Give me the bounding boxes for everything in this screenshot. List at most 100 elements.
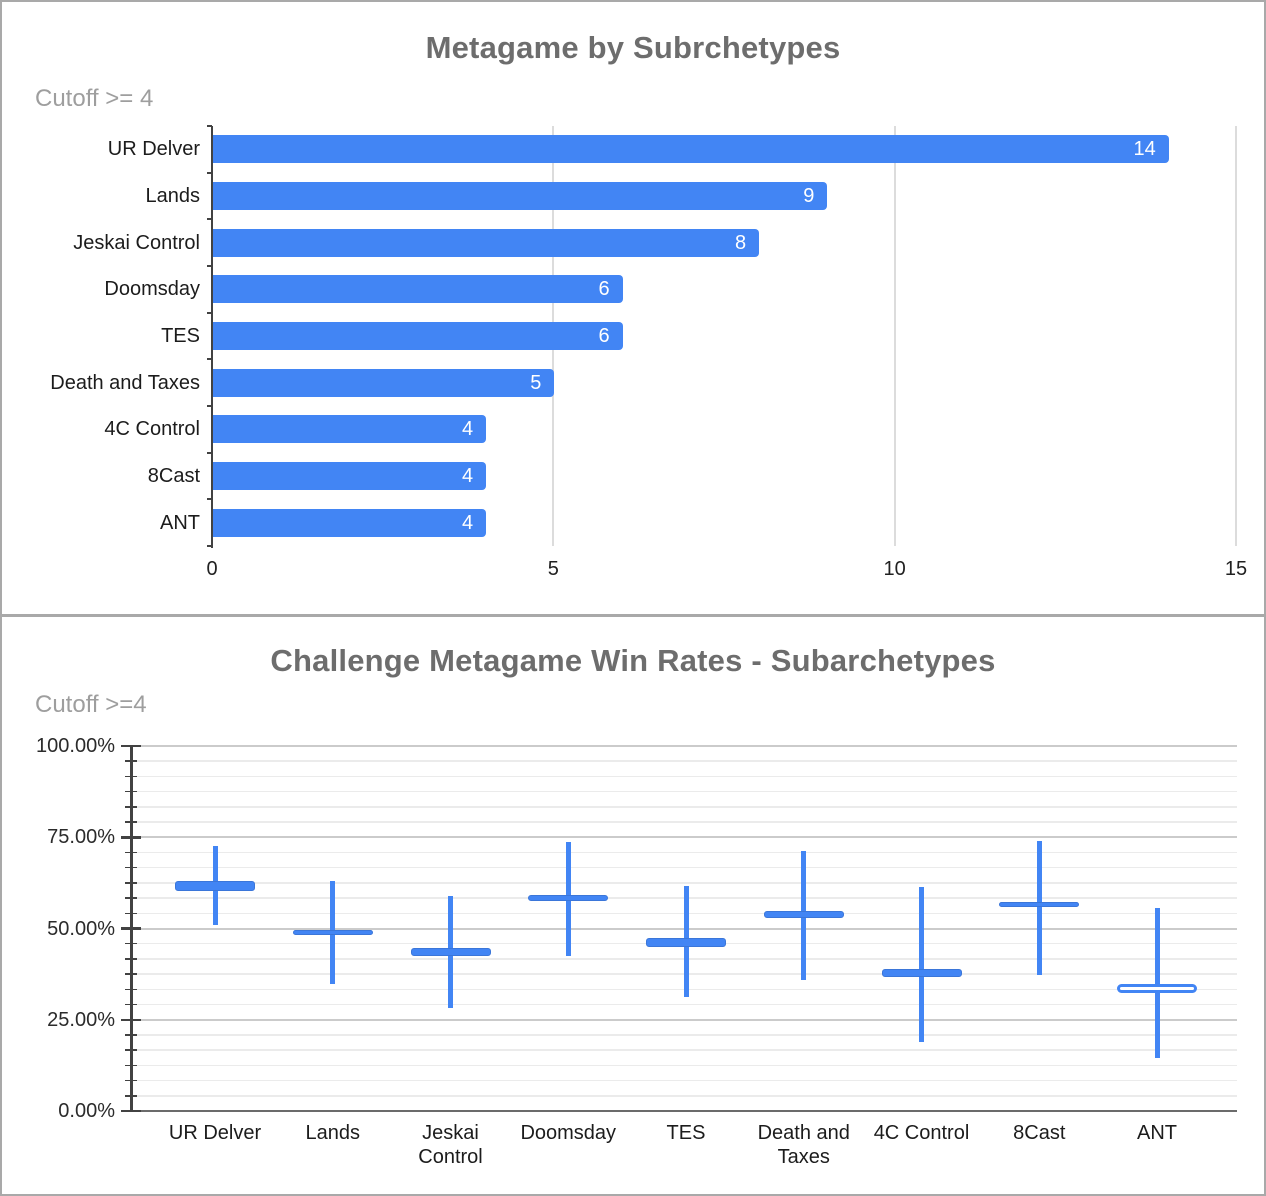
y-minor-tick xyxy=(125,790,137,793)
y-minor-tick xyxy=(125,912,137,915)
candlestick-chart-title: Challenge Metagame Win Rates - Subarchet… xyxy=(270,643,996,678)
gridline-major xyxy=(131,1018,1237,1021)
gridline-minor xyxy=(131,882,1237,884)
bar[interactable] xyxy=(213,228,760,257)
bar-value-label: 6 xyxy=(598,278,610,301)
candle-category-label: Lands xyxy=(305,1122,361,1144)
y-minor-tick xyxy=(125,821,137,823)
bar-chart-subtitle: Cutoff >= 4 xyxy=(35,85,154,112)
candle-box-solid[interactable] xyxy=(881,969,962,977)
y-major-tick xyxy=(121,927,141,930)
candle-box-solid[interactable] xyxy=(410,948,491,957)
x-axis-tick-label: 0 xyxy=(206,558,218,580)
candle-category-label: UR Delver xyxy=(168,1122,262,1144)
y-minor-tick xyxy=(125,760,137,762)
gridline-minor xyxy=(131,866,1237,869)
bar-value-label: 9 xyxy=(803,185,815,207)
category-boundary-tick xyxy=(207,218,212,221)
y-minor-tick xyxy=(125,988,137,991)
y-minor-tick xyxy=(125,1049,137,1051)
y-minor-tick xyxy=(125,1079,137,1082)
candle-category-label: TES xyxy=(666,1122,706,1144)
y-minor-tick xyxy=(125,806,137,808)
bar-value-label: 4 xyxy=(461,511,474,534)
candle-box-solid[interactable] xyxy=(999,901,1080,907)
bar-value-label: 5 xyxy=(530,371,542,394)
y-major-tick xyxy=(121,836,141,839)
bar-value-label: 4 xyxy=(461,418,474,441)
gridline-minor xyxy=(131,1034,1237,1036)
y-major-tick xyxy=(121,1018,141,1021)
bar-category-label: 4C Control xyxy=(104,418,200,441)
bar[interactable] xyxy=(213,135,1169,164)
candle-box-solid[interactable] xyxy=(292,930,373,936)
category-boundary-tick xyxy=(207,125,212,127)
x-axis-tick-label: 15 xyxy=(1224,558,1248,580)
candle-whisker[interactable] xyxy=(1036,841,1042,976)
category-boundary-tick xyxy=(207,265,212,267)
candle-category-label: Jeskai Control xyxy=(418,1122,483,1168)
y-minor-tick xyxy=(125,973,137,975)
y-major-tick xyxy=(121,1109,141,1113)
bar-category-label: Doomsday xyxy=(104,278,200,301)
gridline-minor xyxy=(131,1049,1237,1051)
candle-category-label: 8Cast xyxy=(1013,1122,1066,1144)
candle-category-label: 4C Control xyxy=(873,1122,970,1144)
y-minor-tick xyxy=(125,958,137,960)
bar-value-label: 8 xyxy=(735,231,747,254)
y-minor-tick xyxy=(125,882,137,884)
bar-category-label: UR Delver xyxy=(107,138,200,161)
y-minor-tick xyxy=(125,851,137,854)
bar[interactable] xyxy=(213,415,487,444)
y-minor-tick xyxy=(125,866,137,869)
category-boundary-tick xyxy=(207,545,212,547)
y-minor-tick xyxy=(125,775,137,778)
gridline-minor xyxy=(131,1095,1237,1097)
y-minor-tick xyxy=(125,1064,137,1067)
candle-category-label: Death and Taxes xyxy=(757,1122,850,1168)
candle-box-solid[interactable] xyxy=(175,880,255,891)
gridline-minor xyxy=(131,760,1237,762)
y-minor-tick xyxy=(125,897,137,899)
bar-category-label: ANT xyxy=(160,511,200,534)
bar-value-label: 14 xyxy=(1133,138,1156,161)
gridline-vertical xyxy=(893,126,896,546)
gridline-minor xyxy=(131,806,1237,808)
candle-whisker[interactable] xyxy=(919,886,924,1042)
bar[interactable] xyxy=(213,322,623,350)
bar[interactable] xyxy=(213,275,623,304)
y-axis-tick-label: 100.00% xyxy=(36,735,115,757)
bar-value-label: 6 xyxy=(598,325,610,347)
candle-box-solid[interactable] xyxy=(763,910,844,919)
bar-category-label: TES xyxy=(161,325,200,347)
bar-category-label: Jeskai Control xyxy=(73,231,200,254)
category-boundary-tick xyxy=(207,171,212,174)
panel-divider xyxy=(0,614,1266,617)
gridline-minor xyxy=(131,790,1237,793)
y-axis-tick-label: 75.00% xyxy=(47,826,115,849)
candle-category-label: ANT xyxy=(1137,1122,1177,1144)
bar-category-label: Lands xyxy=(145,185,201,207)
candlestick-plot-area: 0.00% 25.00% 50.00% 75.00% 100.00% UR Delver L… xyxy=(2,617,1264,1194)
bar[interactable] xyxy=(213,368,555,397)
y-minor-tick xyxy=(125,942,137,945)
y-axis-tick-label: 25.00% xyxy=(47,1008,115,1031)
bar[interactable] xyxy=(213,462,487,490)
gridline-minor xyxy=(131,1064,1237,1067)
bar-category-label: Death and Taxes xyxy=(50,371,200,394)
bar[interactable] xyxy=(213,182,828,210)
bar[interactable] xyxy=(213,508,487,537)
gridline-minor xyxy=(131,821,1237,823)
candle-box-solid[interactable] xyxy=(528,894,609,902)
gridline-minor xyxy=(131,851,1237,854)
y-axis-tick-label: 0.00% xyxy=(58,1100,115,1122)
candlestick-chart-subtitle: Cutoff >=4 xyxy=(35,691,147,718)
category-boundary-tick xyxy=(207,311,212,314)
bar-chart-title: Metagame by Subrchetypes xyxy=(425,30,841,65)
bar-plot-area: 0 5 10 15 UR Delver 14 Lands 9 Jeskai Control 8 Do… xyxy=(2,2,1264,614)
candle-box-hollow[interactable] xyxy=(1117,983,1197,994)
candle-box-solid[interactable] xyxy=(646,938,726,947)
x-axis-baseline xyxy=(131,1110,1237,1112)
candle-whisker[interactable] xyxy=(1154,908,1160,1059)
